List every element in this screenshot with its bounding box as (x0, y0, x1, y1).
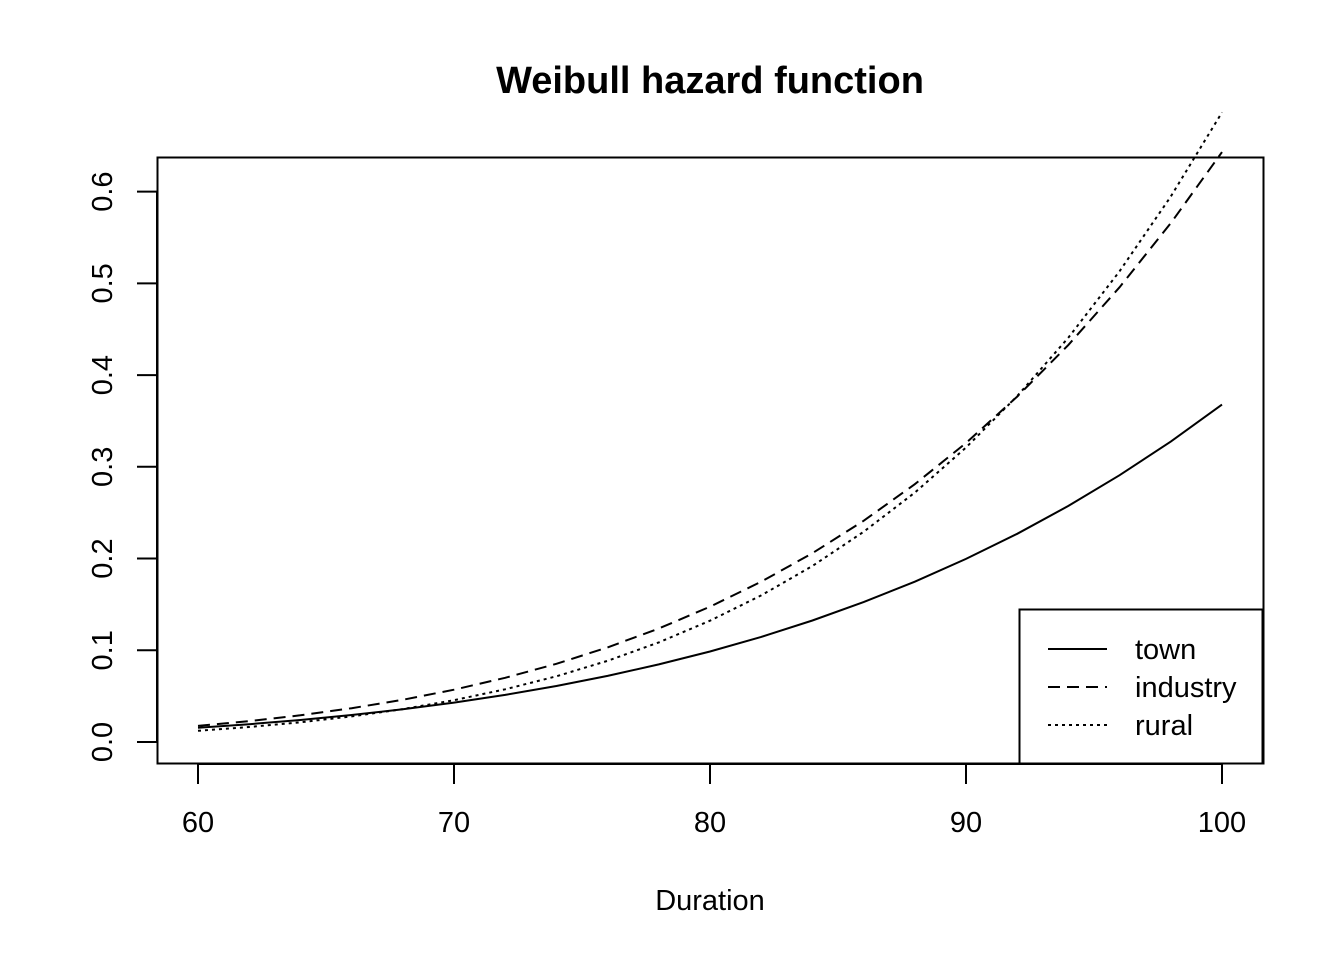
series-line-town (197, 403, 1223, 729)
y-axis: 0.0 0.1 0.2 0.3 0.4 0.5 0.6 (87, 171, 158, 762)
chart-title: Weibull hazard function (496, 60, 924, 102)
x-axis: 60 70 80 90 100 (182, 763, 1246, 839)
y-tick-label: 0.6 (87, 171, 119, 211)
legend-label-rural: rural (1135, 710, 1193, 742)
legend-label-town: town (1135, 634, 1196, 666)
y-tick-label: 0.3 (87, 447, 119, 487)
y-tick-label: 0.2 (87, 538, 119, 578)
x-axis-label: Duration (655, 885, 765, 917)
y-tick-label: 0.1 (87, 630, 119, 670)
x-tick-label: 100 (1198, 807, 1246, 839)
series-line-rural (197, 111, 1223, 732)
legend: town industry rural (1018, 608, 1264, 765)
x-tick-label: 70 (438, 807, 470, 839)
y-tick-label: 0.4 (87, 355, 119, 395)
y-tick-label: 0.5 (87, 263, 119, 303)
legend-label-industry: industry (1135, 672, 1237, 704)
series-line-industry (197, 151, 1223, 727)
series-lines (197, 111, 1223, 732)
x-tick-label: 90 (950, 807, 982, 839)
x-tick-label: 80 (694, 807, 726, 839)
y-tick-label: 0.0 (87, 722, 119, 762)
x-tick-label: 60 (182, 807, 214, 839)
